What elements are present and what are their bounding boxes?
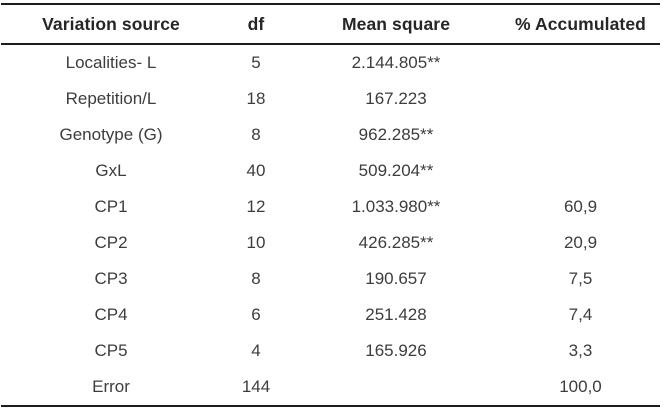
cell-df: 8 xyxy=(251,269,261,288)
cell-mean-square: 1.033.980** xyxy=(351,197,441,216)
cell-pct-accumulated xyxy=(501,81,660,117)
cell-source: CP4 xyxy=(94,305,128,324)
cell-df: 144 xyxy=(241,377,271,396)
cell-source: Localities- L xyxy=(65,53,157,72)
cell-mean-square: 2.144.805** xyxy=(351,53,441,72)
column-header-df: df xyxy=(221,4,291,45)
table-row: CP4 6 251.428 7,4 xyxy=(1,297,660,333)
cell-source: CP3 xyxy=(94,269,128,288)
column-header-variation-source: Variation source xyxy=(1,4,221,45)
table-row: CP2 10 426.285** 20,9 xyxy=(1,225,660,261)
cell-df: 10 xyxy=(246,233,266,252)
cell-pct-accumulated xyxy=(501,44,660,81)
table-row: Localities- L 5 2.144.805** xyxy=(1,44,660,81)
cell-mean-square: 962.285** xyxy=(358,125,434,144)
variation-analysis-table: Variation source df Mean square % Accumu… xyxy=(1,3,660,407)
cell-df: 4 xyxy=(251,341,261,360)
cell-source: CP1 xyxy=(94,197,128,216)
table-row: Genotype (G) 8 962.285** xyxy=(1,117,660,153)
cell-source: Repetition/L xyxy=(65,89,157,108)
cell-pct-accumulated: 7,5 xyxy=(568,269,593,288)
cell-pct-accumulated xyxy=(501,117,660,153)
cell-pct-accumulated: 100,0 xyxy=(559,377,602,396)
table-row: GxL 40 509.204** xyxy=(1,153,660,189)
header-row: Variation source df Mean square % Accumu… xyxy=(1,4,660,45)
cell-pct-accumulated: 3,3 xyxy=(568,341,593,360)
cell-source: CP5 xyxy=(94,341,128,360)
cell-source: Genotype (G) xyxy=(59,125,163,144)
cell-df: 12 xyxy=(246,197,266,216)
cell-mean-square: 509.204** xyxy=(358,161,434,180)
table-row: CP5 4 165.926 3,3 xyxy=(1,333,660,369)
cell-source: CP2 xyxy=(94,233,128,252)
cell-df: 8 xyxy=(251,125,261,144)
cell-mean-square: 426.285** xyxy=(358,233,434,252)
column-header-pct-accumulated: % Accumulated xyxy=(501,4,660,45)
table-row: Error 144 100,0 xyxy=(1,369,660,406)
cell-mean-square xyxy=(291,369,501,406)
cell-df: 18 xyxy=(246,89,266,108)
column-header-mean-square: Mean square xyxy=(291,4,501,45)
cell-source: GxL xyxy=(95,161,127,180)
cell-mean-square: 167.223 xyxy=(365,89,427,108)
cell-df: 5 xyxy=(251,53,261,72)
table-row: Repetition/L 18 167.223 xyxy=(1,81,660,117)
cell-pct-accumulated: 7,4 xyxy=(568,305,593,324)
cell-mean-square: 251.428 xyxy=(365,305,427,324)
cell-pct-accumulated: 60,9 xyxy=(563,197,598,216)
cell-df: 40 xyxy=(246,161,266,180)
cell-pct-accumulated: 20,9 xyxy=(563,233,598,252)
cell-df: 6 xyxy=(251,305,261,324)
cell-pct-accumulated xyxy=(501,153,660,189)
table-row: CP3 8 190.657 7,5 xyxy=(1,261,660,297)
cell-source: Error xyxy=(92,377,130,396)
cell-mean-square: 190.657 xyxy=(365,269,427,288)
cell-mean-square: 165.926 xyxy=(365,341,427,360)
table-row: CP1 12 1.033.980** 60,9 xyxy=(1,189,660,225)
